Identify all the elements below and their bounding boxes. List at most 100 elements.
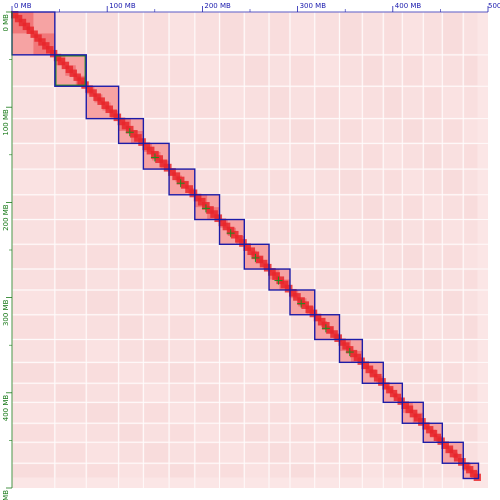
interchrom-tile bbox=[290, 144, 314, 169]
interchrom-tile bbox=[340, 87, 362, 118]
chromosome-box[interactable] bbox=[401, 401, 424, 424]
interchrom-tile bbox=[119, 170, 143, 194]
interchrom-tile bbox=[270, 290, 289, 314]
interchrom-tile bbox=[384, 144, 402, 169]
interchrom-tile bbox=[170, 340, 194, 362]
diagonal-pixel bbox=[193, 193, 202, 202]
interchrom-tile bbox=[290, 464, 314, 478]
interchrom-tile bbox=[340, 144, 362, 169]
chromosome-box[interactable] bbox=[142, 142, 170, 170]
interchrom-tile bbox=[424, 195, 442, 219]
chromosome-box[interactable] bbox=[54, 54, 87, 87]
chromosome-box[interactable] bbox=[85, 85, 120, 120]
interchrom-tile bbox=[220, 245, 244, 269]
diagonal-pixel bbox=[93, 93, 101, 101]
chromosome-box[interactable] bbox=[243, 243, 270, 270]
interchrom-tile bbox=[170, 245, 194, 269]
interchrom-tile bbox=[170, 443, 194, 463]
diagonal-pixel bbox=[413, 413, 422, 422]
interchrom-tile bbox=[424, 87, 442, 118]
interchrom-tile bbox=[340, 170, 362, 194]
diagonal-pixel bbox=[185, 185, 193, 193]
diagonal-pixel bbox=[353, 353, 362, 362]
chromosome-box[interactable] bbox=[441, 441, 464, 464]
chromosome-box[interactable] bbox=[314, 314, 341, 341]
interchrom-tile bbox=[315, 87, 339, 118]
interchrom-tile bbox=[464, 195, 478, 219]
diagonal-pixel bbox=[433, 433, 441, 441]
interchrom-tile bbox=[290, 340, 314, 362]
chromosome-box[interactable] bbox=[462, 462, 480, 480]
interchrom-tile bbox=[13, 424, 54, 442]
interchrom-tile bbox=[245, 144, 269, 169]
diagonal-pixel bbox=[38, 38, 46, 46]
interchrom-tile bbox=[55, 245, 86, 269]
interchrom-tile bbox=[55, 144, 86, 169]
interchrom-tile bbox=[270, 220, 289, 244]
diagonal-pixel bbox=[301, 301, 309, 309]
interchrom-tile bbox=[13, 443, 54, 463]
diagonal-pixel bbox=[14, 14, 23, 23]
interchrom-tile bbox=[443, 403, 463, 423]
interchrom-tile bbox=[315, 13, 339, 54]
interchrom-tile bbox=[270, 144, 289, 169]
top-tick-label: 100 MB bbox=[109, 2, 136, 10]
interchrom-tile bbox=[290, 119, 314, 143]
interchrom-tile bbox=[13, 170, 54, 194]
left-tick-label: 0 MB bbox=[2, 14, 10, 32]
sub-domain bbox=[397, 397, 403, 403]
diagonal-pixel bbox=[89, 89, 97, 97]
interchrom-tile bbox=[290, 384, 314, 402]
interchrom-tile bbox=[13, 220, 54, 244]
chromosome-box[interactable] bbox=[338, 338, 364, 364]
chromosome-box[interactable] bbox=[289, 289, 316, 316]
interchrom-tile bbox=[87, 363, 118, 383]
diagonal-pixel bbox=[409, 409, 418, 418]
interchrom-tile bbox=[464, 363, 478, 383]
chromosome-box[interactable] bbox=[422, 422, 444, 444]
interchrom-tile bbox=[119, 220, 143, 244]
interchrom-tile bbox=[424, 220, 442, 244]
interchrom-tile bbox=[464, 443, 478, 463]
interchrom-tile bbox=[464, 290, 478, 314]
interchrom-tile bbox=[220, 443, 244, 463]
interchrom-tile bbox=[340, 315, 362, 339]
interchrom-tile bbox=[340, 464, 362, 478]
interchrom-tile bbox=[119, 55, 143, 86]
chromosome-box[interactable] bbox=[218, 218, 245, 245]
chromosome-box[interactable] bbox=[117, 117, 145, 145]
diagonal-pixel bbox=[369, 369, 378, 378]
diagonal-pixel bbox=[342, 342, 350, 350]
chromosome-box[interactable] bbox=[268, 268, 291, 291]
chromosome-box[interactable] bbox=[168, 168, 196, 196]
left-axis: 0 MB 100 MB 200 MB 300 MB 400 MB MB bbox=[2, 11, 13, 500]
interchrom-tile bbox=[443, 220, 463, 244]
interchrom-tile bbox=[245, 13, 269, 54]
interchrom-tile bbox=[87, 443, 118, 463]
interchrom-tile bbox=[363, 315, 383, 339]
interchrom-tile bbox=[340, 55, 362, 86]
interchrom-tile bbox=[384, 290, 402, 314]
interchrom-tile bbox=[245, 170, 269, 194]
interchrom-tile bbox=[87, 245, 118, 269]
interchrom-tile bbox=[170, 424, 194, 442]
chromosome-box[interactable] bbox=[194, 194, 221, 221]
interchrom-tile bbox=[384, 55, 402, 86]
interchrom-tile bbox=[443, 464, 463, 478]
interchrom-tile bbox=[315, 270, 339, 289]
chromosome-box[interactable] bbox=[382, 382, 404, 404]
top-tick-label: 500 bbox=[488, 2, 500, 10]
diagonal-pixel bbox=[466, 466, 474, 474]
diagonal-pixel bbox=[449, 449, 458, 458]
interchrom-tile bbox=[384, 195, 402, 219]
interchrom-tile bbox=[384, 245, 402, 269]
sub-domain bbox=[244, 244, 251, 251]
interchrom-tile bbox=[403, 87, 423, 118]
diagonal-pixel bbox=[180, 180, 189, 189]
interchrom-tile bbox=[170, 270, 194, 289]
chromosome-box[interactable] bbox=[361, 361, 384, 384]
interchrom-tile bbox=[87, 384, 118, 402]
interchrom-tile bbox=[119, 270, 143, 289]
